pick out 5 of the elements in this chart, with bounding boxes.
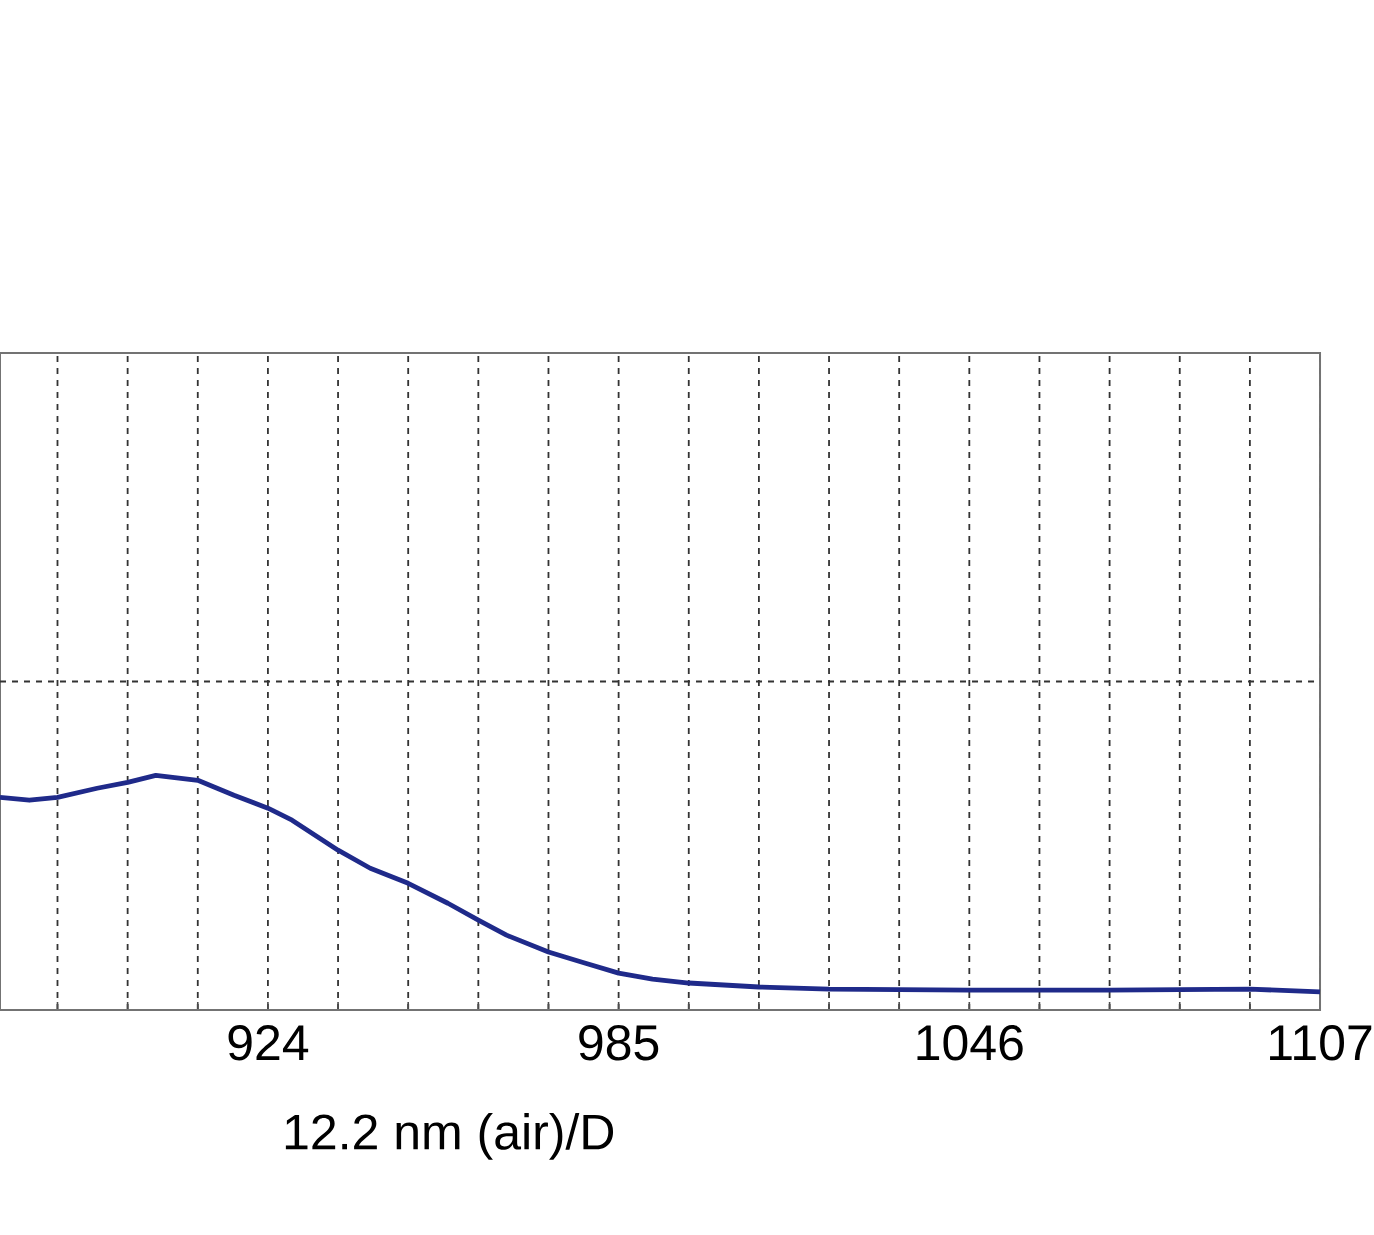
x-tick-label: 924 xyxy=(228,1025,309,1061)
x-tick-label: 1107 xyxy=(1270,1025,1372,1061)
x-tick-label: 1046 xyxy=(917,1025,1023,1061)
x-axis-title: 12.2 nm (air)/D xyxy=(285,1113,614,1160)
x-tick-label: 985 xyxy=(579,1025,659,1061)
